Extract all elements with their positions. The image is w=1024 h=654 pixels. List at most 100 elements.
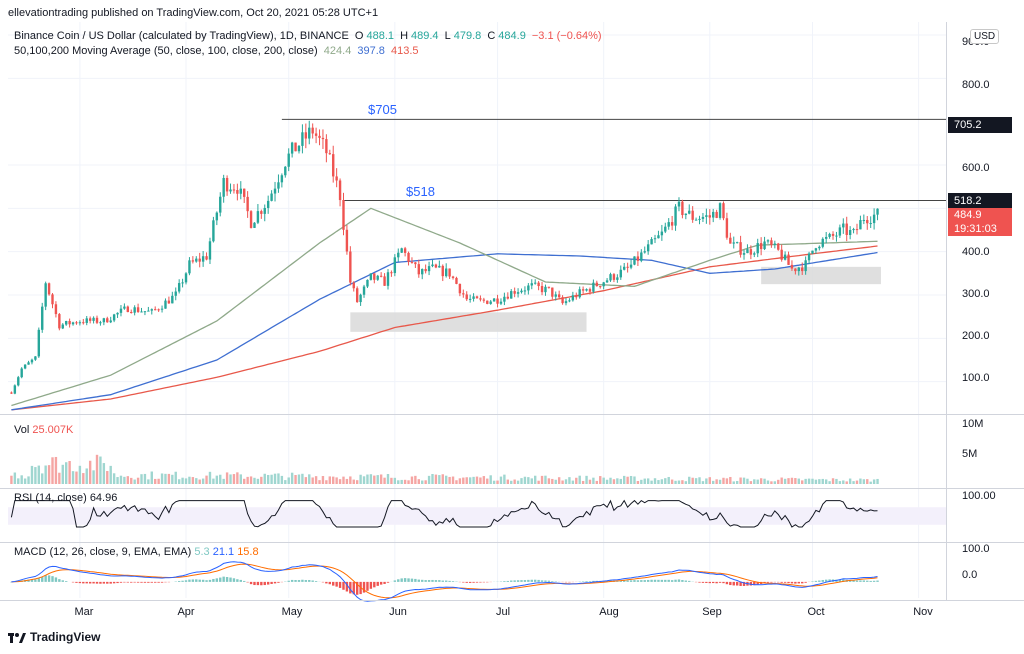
annotation-518: $518 <box>406 184 435 199</box>
candle-body <box>47 283 51 295</box>
candle-body <box>355 288 359 303</box>
candle-body <box>304 132 308 139</box>
volume-bar <box>10 475 13 484</box>
candlesticks <box>10 120 879 395</box>
candle-body <box>277 182 280 189</box>
volume-bar <box>85 468 88 484</box>
candle-body <box>636 256 640 261</box>
volume-bar <box>866 479 869 484</box>
volume-bar <box>109 465 112 484</box>
tradingview-brand[interactable]: TradingView <box>8 630 100 644</box>
currency-selector[interactable]: USD <box>970 29 1000 44</box>
volume-bar <box>345 478 349 484</box>
ma50-value: 424.4 <box>323 45 352 57</box>
macd-histogram-bar <box>301 579 304 582</box>
volume-bar <box>479 477 482 484</box>
time-axis-label: Aug <box>599 606 619 618</box>
volume-bar <box>766 480 770 484</box>
candle-body <box>643 251 646 253</box>
macd-histogram-bar <box>123 581 126 583</box>
macd-histogram-bar <box>222 576 225 582</box>
macd-histogram-bar <box>47 575 51 582</box>
macd-histogram-bar <box>660 579 664 582</box>
macd-histogram-bar <box>705 581 708 583</box>
volume-bar <box>328 476 331 484</box>
macd-histogram-value: 5.3 <box>194 546 210 558</box>
candle-body <box>219 196 222 213</box>
volume-bar <box>503 474 506 484</box>
ohlc-open: O 488.1 <box>354 30 394 42</box>
volume-bar <box>855 480 859 484</box>
candle-body <box>753 253 756 255</box>
volume-bar <box>338 479 342 484</box>
macd-histogram-bar <box>154 581 157 583</box>
macd-histogram-bar <box>626 580 629 582</box>
volume-bar <box>629 475 633 484</box>
published-header: ellevationtrading published on TradingVi… <box>8 7 379 19</box>
macd-histogram-bar <box>157 581 160 583</box>
volume-bar <box>691 477 694 484</box>
volume-bar <box>215 475 219 484</box>
macd-histogram-bar <box>818 580 821 582</box>
candle-body <box>568 300 571 302</box>
candle-body <box>44 283 47 307</box>
macd-legend: MACD (12, 26, close, 9, EMA, EMA) 5.3 21… <box>14 546 259 558</box>
macd-histogram-bar <box>308 580 311 582</box>
candle-body <box>468 298 472 300</box>
volume-bar <box>256 478 260 484</box>
macd-histogram-bar <box>852 580 855 582</box>
macd-histogram-bar <box>119 581 123 583</box>
volume-bar <box>581 480 585 484</box>
support-zones <box>350 266 881 332</box>
candle-body <box>270 193 273 201</box>
volume-bar <box>287 477 290 484</box>
macd-histogram-bar <box>732 581 735 586</box>
time-axis-label: Apr <box>177 606 195 618</box>
volume-bar <box>27 476 30 484</box>
symbol-name: Binance Coin / US Dollar (calculated by … <box>14 30 349 42</box>
volume-bar <box>20 475 23 484</box>
volume-bar <box>818 479 821 484</box>
candle-body <box>191 260 195 262</box>
candle-body <box>623 266 626 270</box>
volume-bar <box>171 474 174 484</box>
volume-bar <box>421 480 424 484</box>
volume-bar <box>455 480 458 484</box>
candle-body <box>359 294 362 303</box>
volume-bar <box>667 476 670 484</box>
volume-bar <box>99 456 102 484</box>
volume-bar <box>708 477 711 484</box>
candle-body <box>503 296 506 302</box>
candle-body <box>653 238 657 240</box>
volume-bar <box>438 475 441 484</box>
volume-bar <box>516 480 520 484</box>
candle-body <box>64 320 68 325</box>
macd-histogram-bar <box>335 581 338 587</box>
volume-bar <box>544 475 547 484</box>
candle-body <box>708 215 711 218</box>
volume-bar <box>136 477 140 484</box>
macd-title: MACD (12, 26, close, 9, EMA, EMA) <box>14 546 192 558</box>
candle-body <box>602 282 605 287</box>
macd-histogram-bar <box>605 580 609 582</box>
macd-histogram-bar <box>78 581 82 584</box>
macd-axis-label: 0.0 <box>962 569 978 581</box>
candle-body <box>13 385 17 394</box>
volume-bar <box>756 479 759 484</box>
macd-histogram-bar <box>783 581 787 583</box>
macd-histogram-bar <box>37 578 41 582</box>
macd-histogram-bar <box>657 579 660 582</box>
candle-body <box>492 298 496 302</box>
candle-body <box>722 203 725 219</box>
candle-body <box>400 248 403 253</box>
volume-bar <box>208 471 212 484</box>
macd-histogram-bar <box>814 580 818 582</box>
volume-bar <box>61 464 64 484</box>
candle-body <box>167 300 171 304</box>
volume-bar <box>431 474 434 484</box>
volume-bar <box>23 478 27 484</box>
macd-histogram-bar <box>533 579 537 582</box>
macd-histogram-bar <box>653 579 657 582</box>
volume-bar <box>862 479 866 484</box>
